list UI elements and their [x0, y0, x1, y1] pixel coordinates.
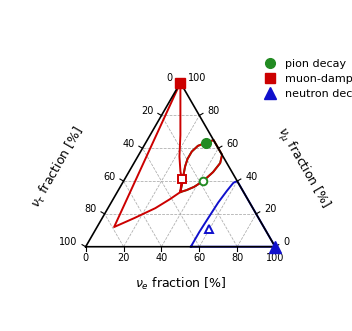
- Text: 20: 20: [264, 204, 276, 214]
- Text: 40: 40: [245, 171, 257, 181]
- Text: 100: 100: [59, 237, 78, 247]
- Text: 20: 20: [117, 253, 130, 263]
- Text: 20: 20: [141, 106, 153, 116]
- Text: 0: 0: [283, 237, 289, 247]
- Text: 100: 100: [188, 73, 207, 83]
- Text: $\nu_\mu$ fraction [%]: $\nu_\mu$ fraction [%]: [272, 124, 333, 212]
- Text: 80: 80: [231, 253, 243, 263]
- Text: $\nu_e$ fraction [%]: $\nu_e$ fraction [%]: [135, 276, 226, 292]
- Text: 100: 100: [266, 253, 284, 263]
- Text: 0: 0: [83, 253, 89, 263]
- Legend: pion decay, muon-damped, neutron decay: pion decay, muon-damped, neutron decay: [254, 55, 352, 103]
- Text: 80: 80: [84, 204, 97, 214]
- Text: 60: 60: [193, 253, 206, 263]
- Text: 0: 0: [166, 73, 172, 83]
- Text: $\nu_\tau$ fraction [%]: $\nu_\tau$ fraction [%]: [29, 124, 88, 212]
- Text: 60: 60: [226, 139, 238, 149]
- Text: 40: 40: [155, 253, 168, 263]
- Text: 60: 60: [103, 171, 115, 181]
- Text: 40: 40: [122, 139, 134, 149]
- Text: 80: 80: [207, 106, 220, 116]
